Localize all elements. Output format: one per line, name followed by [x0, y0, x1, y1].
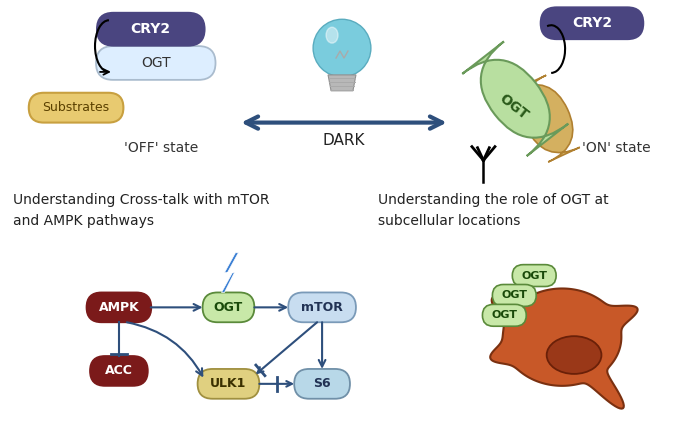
Ellipse shape — [326, 27, 338, 43]
Text: Substrates: Substrates — [42, 101, 110, 114]
Polygon shape — [221, 253, 238, 293]
FancyBboxPatch shape — [197, 369, 260, 399]
FancyBboxPatch shape — [29, 93, 123, 123]
Text: Understanding Cross-talk with mTOR
and AMPK pathways: Understanding Cross-talk with mTOR and A… — [13, 193, 270, 228]
FancyBboxPatch shape — [462, 41, 569, 156]
Polygon shape — [328, 75, 356, 91]
FancyBboxPatch shape — [514, 75, 580, 162]
FancyBboxPatch shape — [86, 293, 151, 322]
Polygon shape — [490, 288, 638, 409]
FancyBboxPatch shape — [540, 6, 645, 40]
Text: OGT: OGT — [501, 290, 527, 301]
Text: Understanding the role of OGT at
subcellular locations: Understanding the role of OGT at subcell… — [378, 193, 608, 228]
FancyBboxPatch shape — [96, 46, 216, 80]
Text: mTOR: mTOR — [301, 301, 343, 314]
FancyBboxPatch shape — [288, 293, 356, 322]
Ellipse shape — [547, 336, 601, 374]
Text: ULK1: ULK1 — [210, 377, 247, 390]
Text: S6: S6 — [313, 377, 331, 390]
Text: OGT: OGT — [496, 91, 530, 122]
Text: OGT: OGT — [491, 310, 517, 320]
Text: DARK: DARK — [323, 133, 365, 148]
Text: CRY2: CRY2 — [572, 16, 612, 30]
FancyBboxPatch shape — [493, 285, 536, 306]
FancyBboxPatch shape — [512, 265, 556, 287]
Text: OGT: OGT — [214, 301, 243, 314]
Text: CRY2: CRY2 — [131, 22, 171, 36]
Text: 'OFF' state: 'OFF' state — [123, 141, 198, 155]
FancyBboxPatch shape — [294, 369, 350, 399]
Text: OGT: OGT — [521, 271, 547, 280]
FancyBboxPatch shape — [203, 293, 254, 322]
FancyBboxPatch shape — [482, 304, 526, 326]
Circle shape — [313, 19, 371, 77]
Text: AMPK: AMPK — [99, 301, 139, 314]
FancyBboxPatch shape — [90, 356, 148, 386]
Text: OGT: OGT — [141, 56, 171, 70]
Text: ACC: ACC — [105, 365, 133, 378]
Text: 'ON' state: 'ON' state — [582, 141, 650, 155]
FancyBboxPatch shape — [96, 12, 206, 47]
